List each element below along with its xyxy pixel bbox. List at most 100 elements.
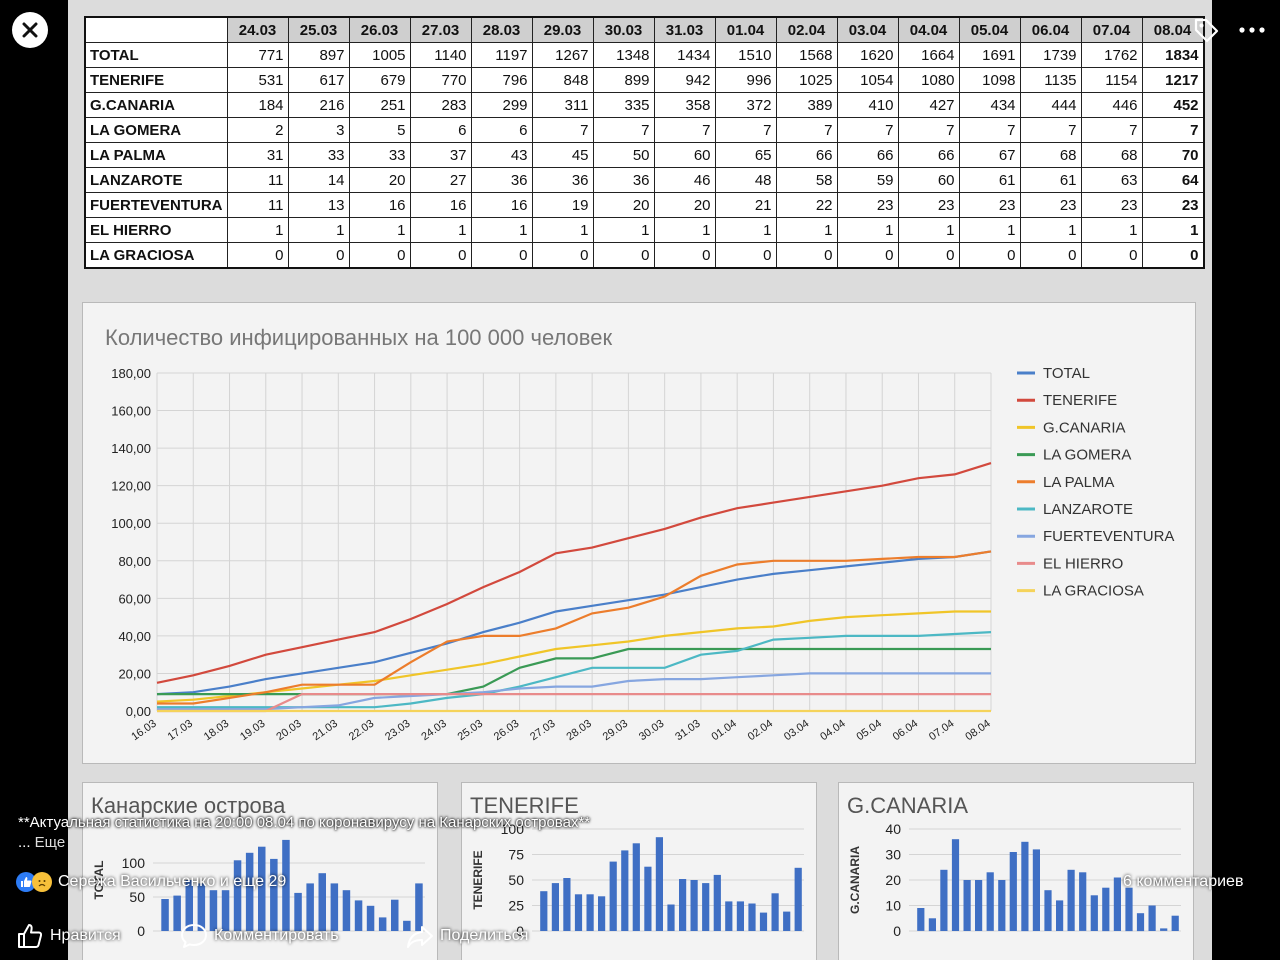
more-label: Еще	[34, 834, 66, 851]
mini-bar	[233, 860, 242, 931]
table-cell: 0	[897, 242, 960, 269]
date-header: 31.03	[653, 16, 716, 43]
mini-bar	[702, 883, 710, 931]
x-tick-label: 02.04	[746, 718, 775, 744]
series-line-la-palma	[157, 550, 992, 705]
mini-bar	[771, 893, 779, 931]
table-cell: 335	[592, 92, 655, 118]
see-more-link[interactable]: ... Еще	[18, 834, 65, 851]
table-cell: 45	[531, 142, 594, 168]
table-cell: 0	[775, 242, 838, 269]
x-tick-label: 17.03	[166, 718, 195, 744]
mini-chart-title: Канарские острова	[91, 793, 286, 818]
table-cell: 1	[531, 217, 594, 243]
row-label: LANZAROTE	[84, 167, 228, 193]
table-cell: 1	[653, 217, 716, 243]
table-cell: 6	[470, 117, 533, 143]
mini-bar	[563, 878, 571, 931]
series-line-lanzarote	[157, 631, 992, 709]
mini-y-axis-label: G.CANARIA	[848, 846, 862, 914]
table-cell: 60	[653, 142, 716, 168]
tag-button[interactable]	[1192, 16, 1220, 44]
table-cell: 942	[653, 67, 716, 93]
comments-count-link[interactable]: 6 комментариев	[1123, 873, 1244, 890]
mini-bar	[998, 880, 1006, 931]
table-cell: 7	[775, 117, 838, 143]
mini-bar	[258, 846, 266, 931]
table-row: LA GOMERA 2 3 5 6 6 7 7 7 7 7 7 7 7 7 7 7	[84, 117, 1205, 143]
mini-y-tick-label: 0	[516, 923, 524, 939]
y-tick-label: 100,00	[111, 516, 151, 531]
table-cell: 1664	[897, 42, 960, 68]
gran-canaria-bar-chart: G.CANARIA G.CANARIA 0 10 20 30 40	[838, 782, 1194, 960]
like-button[interactable]: Нравится	[16, 922, 121, 950]
table-cell: 389	[775, 92, 838, 118]
table-cell: 299	[470, 92, 533, 118]
x-tick-label: 06.04	[891, 718, 920, 744]
row-label: G.CANARIA	[84, 92, 228, 118]
table-cell: 358	[653, 92, 716, 118]
close-button[interactable]	[12, 12, 48, 48]
table-cell: 283	[409, 92, 472, 118]
table-cell: 59	[836, 167, 899, 193]
mini-bar	[185, 880, 193, 931]
mini-y-axis-label: TOTAL	[92, 861, 106, 900]
x-tick-label: 26.03	[492, 718, 521, 744]
like-label: Нравится	[50, 927, 121, 944]
mini-bar	[1160, 928, 1168, 931]
mini-bar	[975, 880, 983, 931]
mini-bar	[655, 837, 663, 931]
infections-line-chart: Количество инфицированных на 100 000 чел…	[82, 302, 1196, 764]
mini-bar	[245, 852, 254, 931]
table-cell: 216	[287, 92, 350, 118]
table-cell: 68	[1019, 142, 1082, 168]
mini-bar	[1113, 877, 1121, 931]
mini-y-tick-label: 50	[508, 872, 524, 888]
series-line-total	[156, 550, 992, 696]
table-cell: 70	[1141, 142, 1205, 168]
mini-bar	[540, 891, 548, 931]
mini-chart-title: G.CANARIA	[847, 793, 968, 818]
table-cell: 444	[1019, 92, 1082, 118]
mini-y-tick-label: 20	[885, 872, 901, 888]
row-label: FUERTEVENTURA	[84, 192, 228, 218]
table-cell: 66	[775, 142, 838, 168]
mini-y-tick-label: 100	[122, 855, 146, 871]
table-cell: 899	[592, 67, 655, 93]
table-cell: 7	[531, 117, 594, 143]
mini-bar	[306, 883, 314, 931]
row-label: TENERIFE	[84, 67, 228, 93]
share-button[interactable]: Поделиться	[406, 922, 528, 950]
mini-bar	[161, 899, 169, 931]
table-cell: 0	[836, 242, 899, 269]
photo-viewer: 24.03 25.03 26.03 27.03 28.03 29.03 30.03 31.03…	[68, 0, 1212, 960]
mini-bar	[586, 894, 594, 931]
table-corner-cell	[84, 16, 228, 43]
mini-bar	[221, 890, 230, 931]
mini-bar	[378, 917, 387, 931]
row-label: EL HIERRO	[84, 217, 228, 243]
table-cell: 1568	[775, 42, 838, 68]
x-tick-label: 01.04	[709, 718, 738, 744]
reactions-summary[interactable]: Сережа Васильченко и еще 29	[16, 872, 286, 892]
mini-y-tick-label: 100	[501, 821, 525, 837]
table-cell: 1197	[470, 42, 533, 68]
table-cell: 1135	[1019, 67, 1082, 93]
comment-button[interactable]: Комментировать	[180, 922, 339, 950]
table-cell: 0	[958, 242, 1021, 269]
more-options-button[interactable]	[1236, 16, 1268, 44]
legend-label: TOTAL	[1043, 365, 1090, 382]
table-cell: 31	[226, 142, 289, 168]
mini-bar	[598, 896, 606, 931]
x-tick-label: 28.03	[564, 718, 593, 744]
share-arrow-icon	[407, 926, 433, 948]
table-cell: 37	[409, 142, 472, 168]
x-tick-label: 21.03	[311, 718, 340, 744]
mini-y-tick-label: 0	[893, 923, 901, 939]
mini-bar	[1079, 872, 1087, 931]
mini-bar	[342, 890, 351, 931]
table-cell: 446	[1080, 92, 1143, 118]
table-cell: 1154	[1080, 67, 1143, 93]
row-label: LA GRACIOSA	[84, 242, 228, 269]
table-cell: 58	[775, 167, 838, 193]
